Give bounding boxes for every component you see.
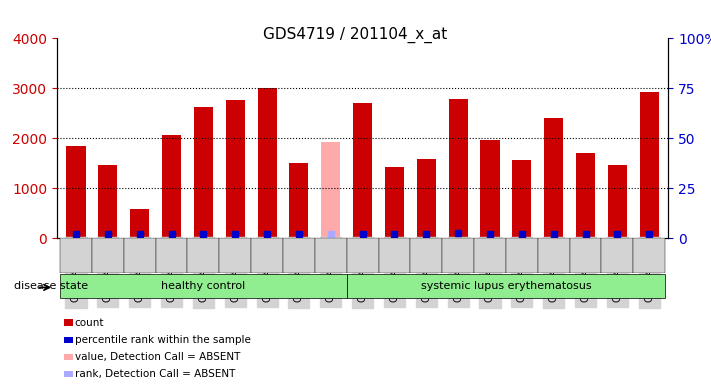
Text: disease state: disease state <box>14 281 88 291</box>
Bar <box>66 146 85 238</box>
Text: value, Detection Call = ABSENT: value, Detection Call = ABSENT <box>75 352 240 362</box>
Text: GDS4719 / 201104_x_at: GDS4719 / 201104_x_at <box>263 27 448 43</box>
Bar <box>544 118 563 238</box>
Text: rank, Detection Call = ABSENT: rank, Detection Call = ABSENT <box>75 369 235 379</box>
FancyBboxPatch shape <box>347 274 665 298</box>
FancyBboxPatch shape <box>347 238 378 273</box>
FancyBboxPatch shape <box>410 238 442 273</box>
FancyBboxPatch shape <box>251 238 283 273</box>
Text: count: count <box>75 318 104 328</box>
FancyBboxPatch shape <box>60 274 347 298</box>
FancyBboxPatch shape <box>474 238 506 273</box>
Bar <box>257 88 277 238</box>
Text: percentile rank within the sample: percentile rank within the sample <box>75 335 250 345</box>
Bar <box>130 209 149 238</box>
Bar <box>385 167 404 238</box>
Bar <box>353 103 372 238</box>
Bar <box>608 165 627 238</box>
FancyBboxPatch shape <box>602 238 634 273</box>
FancyBboxPatch shape <box>92 238 124 273</box>
Text: healthy control: healthy control <box>161 281 245 291</box>
Bar <box>640 92 659 238</box>
Bar <box>481 140 500 238</box>
FancyBboxPatch shape <box>188 238 219 273</box>
FancyBboxPatch shape <box>378 238 410 273</box>
FancyBboxPatch shape <box>634 238 665 273</box>
FancyBboxPatch shape <box>60 238 92 273</box>
Bar <box>513 160 531 238</box>
FancyBboxPatch shape <box>156 238 188 273</box>
FancyBboxPatch shape <box>315 238 347 273</box>
Bar <box>576 153 595 238</box>
FancyBboxPatch shape <box>219 238 251 273</box>
FancyBboxPatch shape <box>506 238 538 273</box>
Bar <box>417 159 436 238</box>
Text: systemic lupus erythematosus: systemic lupus erythematosus <box>421 281 592 291</box>
FancyBboxPatch shape <box>538 238 570 273</box>
FancyBboxPatch shape <box>570 238 602 273</box>
Bar <box>289 163 309 238</box>
Bar <box>162 135 181 238</box>
FancyBboxPatch shape <box>124 238 156 273</box>
Bar <box>449 99 468 238</box>
Bar <box>194 107 213 238</box>
Bar <box>321 142 341 238</box>
Bar <box>225 100 245 238</box>
Bar <box>98 165 117 238</box>
FancyBboxPatch shape <box>283 238 315 273</box>
FancyBboxPatch shape <box>442 238 474 273</box>
